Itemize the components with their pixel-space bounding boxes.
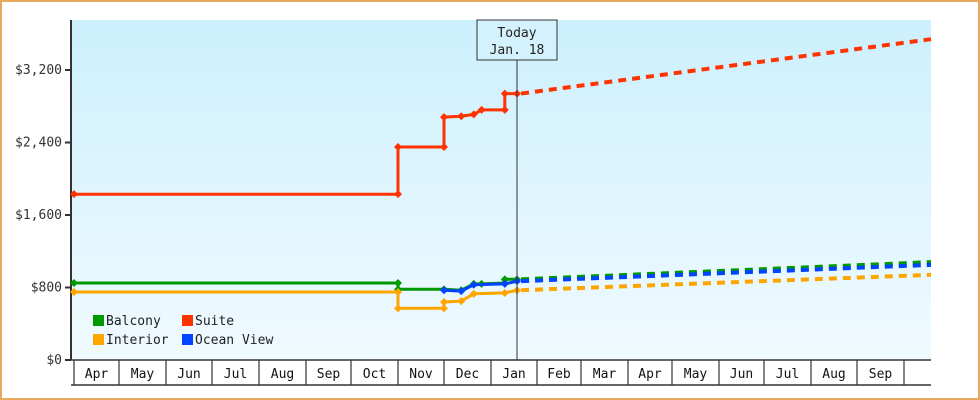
month-label: Mar <box>593 367 617 382</box>
legend-label: Interior <box>106 333 169 348</box>
month-label: Nov <box>409 367 433 382</box>
month-label: Dec <box>456 367 479 382</box>
data-point-marker[interactable] <box>394 288 402 297</box>
today-label: Today <box>497 26 536 41</box>
data-point-marker[interactable] <box>70 190 78 199</box>
month-label: Feb <box>547 367 571 382</box>
legend-item-interior[interactable]: Interior <box>93 333 169 348</box>
month-label: Apr <box>85 367 109 382</box>
data-point-marker[interactable] <box>394 190 402 199</box>
forecast-line <box>520 272 932 293</box>
data-point-marker[interactable] <box>394 304 402 313</box>
legend-swatch <box>93 315 104 326</box>
data-point-marker[interactable] <box>477 105 486 114</box>
month-label: Aug <box>271 367 294 382</box>
series-interior <box>70 272 932 313</box>
data-point-marker[interactable] <box>440 304 448 313</box>
month-label: Jul <box>224 367 247 382</box>
data-point-marker[interactable] <box>500 275 509 284</box>
legend-item-ocean-view[interactable]: Ocean View <box>182 333 273 348</box>
data-point-marker[interactable] <box>469 110 478 119</box>
month-label: May <box>131 367 155 382</box>
month-label: Oct <box>363 367 386 382</box>
month-label: Sep <box>869 367 893 382</box>
data-point-marker[interactable] <box>70 278 78 287</box>
legend-swatch <box>182 334 193 345</box>
legend-label: Suite <box>195 314 234 329</box>
legend-label: Ocean View <box>195 333 273 348</box>
data-point-marker[interactable] <box>500 288 509 297</box>
plot-area <box>71 20 931 360</box>
forecast-line <box>520 260 932 282</box>
today-date: Jan. 18 <box>490 43 545 58</box>
data-point-marker[interactable] <box>440 286 448 295</box>
y-tick-label: $3,200 <box>15 63 62 78</box>
legend-item-balcony[interactable]: Balcony <box>93 314 161 329</box>
month-label: Jan <box>502 367 525 382</box>
data-point-marker[interactable] <box>457 112 466 121</box>
series-suite <box>70 37 932 199</box>
month-label: Jun <box>730 367 753 382</box>
data-point-marker[interactable] <box>469 289 478 298</box>
month-label: May <box>684 367 708 382</box>
legend-label: Balcony <box>106 314 161 329</box>
y-tick-label: $1,600 <box>15 208 62 223</box>
legend-swatch <box>93 334 104 345</box>
y-tick-label: $800 <box>31 281 62 296</box>
data-point-marker[interactable] <box>440 113 448 122</box>
y-tick-label: $2,400 <box>15 136 62 151</box>
y-tick-label: $0 <box>46 353 62 368</box>
data-point-marker[interactable] <box>500 105 509 114</box>
legend-item-suite[interactable]: Suite <box>182 314 234 329</box>
data-point-marker[interactable] <box>440 298 448 306</box>
month-label: Jul <box>776 367 799 382</box>
series-ocean-view <box>440 262 932 296</box>
data-point-marker[interactable] <box>394 278 402 287</box>
month-label: Aug <box>822 367 845 382</box>
today-box <box>476 19 558 61</box>
data-point-marker[interactable] <box>500 89 509 98</box>
data-point-marker[interactable] <box>500 279 509 288</box>
data-point-marker[interactable] <box>440 143 448 152</box>
data-point-marker[interactable] <box>469 280 478 289</box>
month-label: Apr <box>638 367 662 382</box>
forecast-line <box>520 262 932 284</box>
data-point-marker[interactable] <box>394 143 402 152</box>
legend-swatch <box>182 315 193 326</box>
data-point-marker[interactable] <box>457 287 466 296</box>
data-point-marker[interactable] <box>70 288 78 297</box>
data-point-marker[interactable] <box>457 297 466 306</box>
month-label: Sep <box>317 367 341 382</box>
month-label: Jun <box>177 367 200 382</box>
